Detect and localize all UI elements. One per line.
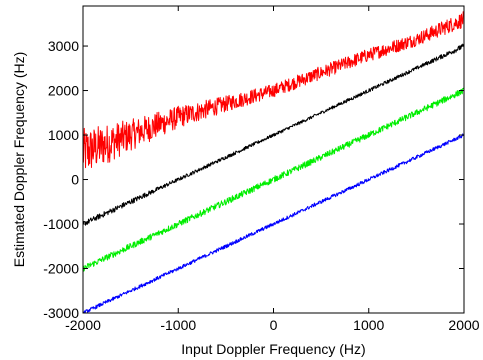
y-tick-label: -1000 xyxy=(43,216,79,232)
x-tick-label: 0 xyxy=(270,317,278,333)
x-tick-label: -2000 xyxy=(65,317,101,333)
y-tick-label: 2000 xyxy=(48,83,79,99)
series-line-4 xyxy=(82,133,465,314)
y-tick-label: -3000 xyxy=(43,305,79,321)
tick-layer: -2000 -1000 0 1000 2000-3000-2000-1000010002… xyxy=(43,6,480,333)
x-axis-title: Input Doppler Frequency (Hz) xyxy=(181,341,365,357)
y-tick-label: 3000 xyxy=(48,38,79,54)
x-tick-label: 1000 xyxy=(353,317,384,333)
plot-frame xyxy=(82,5,465,314)
y-axis-title: Estimated Doppler Frequency (Hz) xyxy=(11,52,27,268)
y-tick-label: -2000 xyxy=(43,261,79,277)
series-line-2 xyxy=(82,43,465,226)
series-line-1 xyxy=(82,11,465,169)
y-tick-label: 1000 xyxy=(48,127,79,143)
x-tick-label: -1000 xyxy=(160,317,196,333)
series-layer xyxy=(82,11,465,314)
x-tick-label: 2000 xyxy=(448,317,479,333)
y-tick-label: 0 xyxy=(71,172,79,188)
series-line-3 xyxy=(82,87,465,272)
